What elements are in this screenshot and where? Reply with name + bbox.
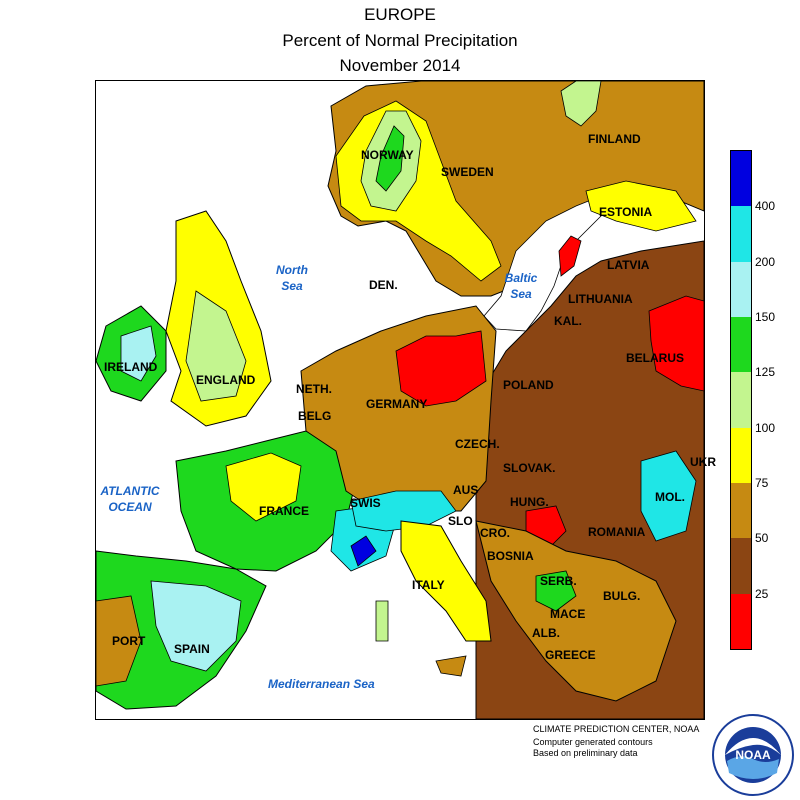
label-atlantic-ocean-line2: OCEAN — [108, 500, 152, 514]
credit-line-1: CLIMATE PREDICTION CENTER, NOAA — [533, 724, 700, 734]
label-portugal: PORT — [112, 634, 146, 648]
italy-land — [400, 520, 492, 642]
label-belgium: BELG — [298, 409, 332, 423]
label-spain: SPAIN — [174, 642, 210, 656]
label-poland: POLAND — [503, 378, 554, 392]
sardinia — [375, 600, 389, 642]
legend-band — [731, 372, 751, 429]
label-estonia: ESTONIA — [599, 205, 653, 219]
legend-tick: 200 — [755, 254, 776, 269]
label-greece: GREECE — [545, 648, 596, 662]
legend-tick: 75 — [755, 476, 769, 490]
label-romania: ROMANIA — [588, 525, 646, 539]
label-sweden: SWEDEN — [441, 165, 494, 179]
label-slovakia: SLOVAK. — [503, 461, 556, 475]
label-netherlands: NETH. — [296, 382, 332, 396]
label-baltic-sea: Baltic Sea — [497, 270, 545, 302]
label-serbia: SERB. — [540, 574, 577, 588]
label-atlantic-ocean-line1: ATLANTIC — [100, 484, 160, 498]
legend-tick: 150 — [755, 310, 776, 324]
label-austria: AUS — [453, 483, 479, 497]
legend-band — [731, 483, 751, 539]
ireland-cyan-zone — [120, 325, 157, 382]
map-period: November 2014 — [339, 56, 461, 75]
label-england: ENGLAND — [196, 373, 256, 387]
label-italy: ITALY — [412, 578, 445, 592]
label-bosnia: BOSNIA — [487, 549, 534, 563]
legend-band — [731, 593, 751, 650]
label-croatia: CRO. — [480, 526, 510, 540]
legend-band — [731, 317, 751, 373]
legend-band — [731, 151, 751, 207]
legend-band — [731, 538, 751, 595]
label-north-sea-line2: Sea — [281, 279, 303, 293]
legend-tick: 125 — [755, 365, 776, 380]
legend-band — [731, 206, 751, 263]
romania-cyan-zone — [640, 450, 697, 542]
label-moldova: MOL. — [655, 490, 685, 504]
credit-line-3: Based on preliminary data — [533, 748, 638, 758]
label-denmark: DEN. — [369, 278, 398, 292]
label-kal: KAL. — [554, 314, 582, 328]
label-latvia: LATVIA — [607, 258, 650, 272]
label-hungary: HUNG. — [510, 495, 549, 509]
latvia-dry-zone — [558, 235, 582, 277]
label-atlantic-ocean: ATLANTIC OCEAN — [90, 483, 170, 515]
legend-tick: 400 — [755, 199, 776, 214]
label-ukraine: UKR — [690, 455, 716, 469]
label-slovenia: SLO — [448, 514, 473, 528]
label-bulgaria: BULG. — [603, 589, 641, 603]
label-baltic-sea-line1: Baltic — [504, 271, 538, 285]
noaa-logo: NOAA — [712, 714, 794, 796]
label-germany: GERMANY — [366, 397, 428, 411]
label-ireland: IRELAND — [104, 360, 158, 374]
map-canvas — [96, 81, 704, 719]
label-north-sea: North Sea — [270, 262, 314, 294]
precipitation-map — [95, 80, 705, 720]
label-baltic-sea-line2: Sea — [510, 287, 532, 301]
estonia-yellow-zone — [585, 180, 697, 232]
credit-line-2: Computer generated contours — [533, 737, 653, 747]
label-switzerland: SWIS — [350, 496, 381, 510]
legend-tick: 25 — [755, 586, 769, 601]
legend-band — [731, 427, 751, 484]
legend-tick: 50 — [755, 531, 769, 546]
balkans-land — [475, 520, 677, 702]
alps-cyan-zone — [350, 490, 457, 532]
label-czech: CZECH. — [455, 437, 500, 451]
sicily — [435, 655, 467, 677]
germany-poland-dry-zone — [395, 330, 487, 407]
label-mediterranean-sea: Mediterranean Sea — [268, 677, 375, 691]
label-lithuania: LITHUANIA — [568, 292, 633, 306]
label-macedonia: MACE — [550, 607, 586, 621]
precipitation-legend — [730, 150, 752, 650]
norway-wet-zone — [375, 125, 405, 192]
map-title: EUROPE — [364, 5, 436, 24]
spain-cyan-zone — [150, 580, 242, 672]
legend-tick: 100 — [755, 420, 776, 435]
label-norway: NORWAY — [361, 148, 414, 162]
label-finland: FINLAND — [588, 132, 641, 146]
france-yellow-zone — [225, 452, 302, 522]
label-france: FRANCE — [259, 504, 309, 518]
south-france-max-zone — [350, 535, 377, 567]
finland-green-zone — [560, 81, 602, 127]
england-green-zone — [185, 290, 247, 402]
legend-band — [731, 261, 751, 318]
portugal-dry-zone — [96, 595, 142, 687]
label-north-sea-line1: North — [276, 263, 308, 277]
label-albania: ALB. — [532, 626, 560, 640]
svg-text:NOAA: NOAA — [735, 748, 771, 762]
belarus-dry-zone — [648, 295, 704, 392]
map-subtitle: Percent of Normal Precipitation — [282, 31, 518, 50]
label-belarus: BELARUS — [626, 351, 685, 365]
balkans-green-zone — [535, 570, 577, 612]
